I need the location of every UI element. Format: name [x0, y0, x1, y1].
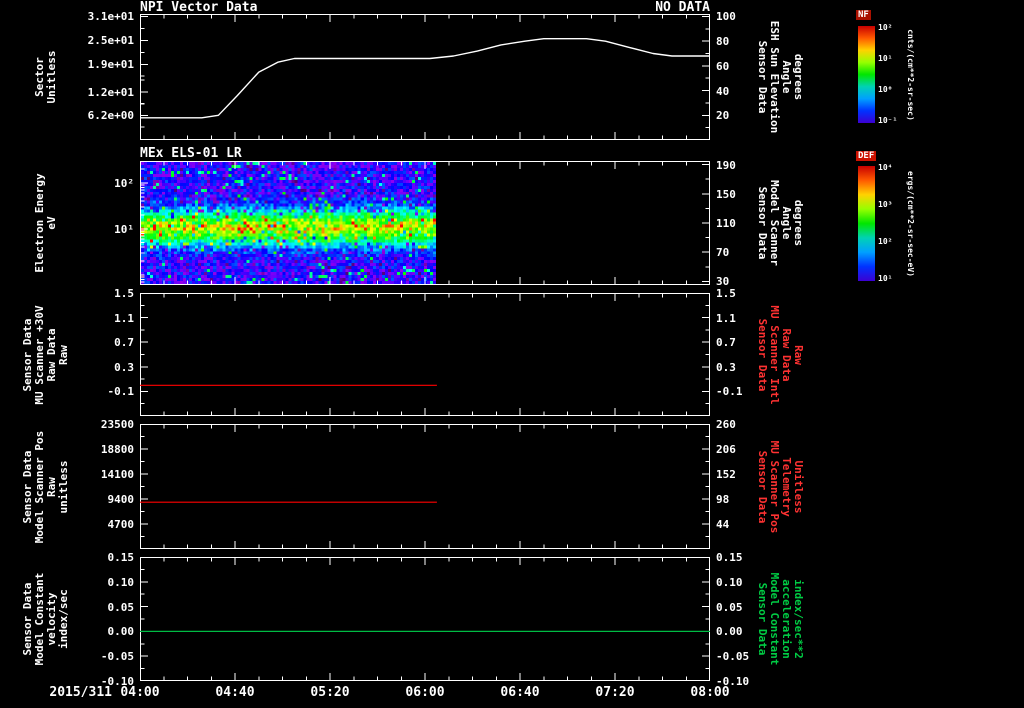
- y-tick-label-right: 0.00: [716, 625, 743, 639]
- left-axis-label-mu-scanner-30v-text: Sensor Data MU Scanner +30V Raw Data Raw: [21, 304, 70, 405]
- left-axis-label-model-scanner-pos-text: Sensor Data Model Scanner Pos Raw unitle…: [21, 430, 70, 543]
- panel-border: [140, 557, 710, 681]
- electron-energy-spectrogram: [141, 162, 436, 284]
- y-tick-label-right: 0.3: [716, 360, 736, 374]
- panel-border: [140, 424, 710, 549]
- colorbar-title-nf: NF: [856, 10, 871, 20]
- y-tick-label-left: 0.7: [114, 336, 134, 350]
- y-tick-label-right: 60: [716, 59, 730, 73]
- x-tick-label: 06:00: [405, 685, 445, 700]
- y-tick-label-left: 14100: [100, 468, 134, 481]
- panel-title-mex-els-01-lr: MEx ELS-01 LR: [140, 146, 242, 161]
- right-axis-label-model-constant-velocity-text: index/sec**2 acceleration Model Constant…: [756, 572, 805, 666]
- y-tick-label-left: 10²: [114, 176, 134, 190]
- y-tick-label-left: 10¹: [114, 222, 134, 236]
- y-tick-label-right: 152: [716, 468, 736, 481]
- right-axis-label-mex-els-01-lr-text: degrees Angle Model Scanner Sensor Data: [756, 179, 805, 267]
- y-tick-label-right: 80: [716, 35, 730, 49]
- colorbar-tick-label: 10²: [878, 236, 893, 246]
- panel-model-constant-velocity-plot-area: [140, 557, 710, 681]
- left-axis-label-npi-vector-data-text: Sector Unitless: [33, 50, 58, 104]
- y-tick-label-left: 1.9e+01: [87, 58, 134, 72]
- y-tick-label-left: -0.05: [100, 650, 134, 664]
- panel-model-scanner-pos-plot-area: [140, 424, 710, 549]
- x-tick-label: 05:20: [310, 685, 350, 700]
- y-tick-label-right: -0.1: [716, 385, 743, 399]
- y-tick-label-left: 23500: [100, 418, 134, 431]
- y-tick-label-right: 20: [716, 109, 730, 123]
- y-tick-label-right: 150: [716, 187, 736, 201]
- series-esh-sun-elevation-angle: [140, 38, 710, 119]
- right-axis-label-model-scanner-pos-text: Unitless Telemetry MU Scanner Pos Sensor…: [756, 440, 805, 533]
- colorbar-unit-nf-text: cnts/(cm**2-sr-sec): [906, 28, 915, 121]
- panel-mu-scanner-30v-plot-area: [140, 293, 710, 416]
- colorbar-tick-label: 10¹: [878, 273, 893, 283]
- y-tick-label-right: 1.5: [716, 287, 736, 300]
- x-tick-label: 07:20: [595, 685, 635, 700]
- colorbar-tick-label: 10⁻¹: [878, 116, 898, 126]
- panel-border: [140, 14, 710, 140]
- y-tick-label-right: 0.10: [716, 575, 743, 589]
- colorbar-unit-def-text: ergs/(cm**2-sr-sec-eV): [906, 170, 915, 277]
- y-tick-label-left: 0.00: [107, 625, 135, 639]
- y-tick-label-right: -0.05: [716, 650, 750, 664]
- x-tick-label: 08:00: [690, 685, 730, 700]
- y-tick-label-left: 0.3: [114, 360, 134, 374]
- x-axis-date-label: 2015/311: [49, 685, 112, 700]
- y-tick-label-right: 40: [716, 84, 730, 98]
- colorbar-tick-label: 10²: [878, 22, 893, 32]
- y-tick-label-left: -0.1: [107, 385, 135, 399]
- panel-title-npi-vector-data: NPI Vector Data: [140, 0, 258, 15]
- y-tick-label-right: 0.15: [716, 551, 743, 564]
- y-tick-label-left: -0.10: [100, 675, 134, 688]
- colorbar-nf: [858, 26, 875, 123]
- y-tick-label-right: 30: [716, 275, 730, 289]
- colorbar-def: [858, 166, 875, 281]
- y-tick-label-right: 0.7: [716, 336, 736, 350]
- y-tick-label-right: 206: [716, 443, 736, 456]
- y-tick-label-left: 9400: [107, 493, 135, 506]
- y-tick-label-left: 3.1e+01: [87, 10, 134, 24]
- panel-border: [140, 293, 710, 416]
- left-axis-label-mex-els-01-lr-text: Electron Energy eV: [33, 173, 58, 273]
- y-tick-label-left: 0.10: [107, 575, 135, 589]
- y-tick-label-left: 0.05: [107, 600, 135, 614]
- panel-npi-vector-data-plot-area: [140, 14, 710, 140]
- x-tick-label: 04:40: [215, 685, 255, 700]
- y-tick-label-right: 44: [716, 518, 730, 531]
- colorbar-tick-label: 10¹: [878, 53, 893, 63]
- y-tick-label-right: 260: [716, 418, 736, 431]
- y-tick-label-right: 1.1: [716, 311, 736, 325]
- y-tick-label-right: -0.10: [716, 675, 750, 688]
- y-tick-label-right: 110: [716, 217, 736, 230]
- x-tick-label: 06:40: [500, 685, 540, 700]
- right-axis-label-mu-scanner-30v-text: Raw Raw Data MU Scanner Intl Sensor Data: [756, 304, 805, 405]
- y-tick-label-right: 0.05: [716, 600, 743, 614]
- left-axis-label-model-constant-velocity-text: Sensor Data Model Constant velocity inde…: [21, 572, 70, 666]
- y-tick-label-right: 190: [716, 158, 736, 172]
- x-tick-label: 04:00: [120, 685, 160, 700]
- colorbar-tick-label: 10³: [878, 200, 893, 210]
- y-tick-label-left: 1.2e+01: [87, 86, 134, 100]
- y-tick-label-right: 98: [716, 493, 730, 506]
- panel-border: [140, 161, 710, 285]
- y-tick-label-right: 70: [716, 246, 730, 260]
- right-axis-label-npi-vector-data-text: degrees Angle ESH Sun Elevation Sensor D…: [756, 20, 805, 134]
- y-tick-label-left: 4700: [107, 518, 135, 531]
- y-tick-label-left: 18800: [100, 443, 134, 456]
- y-tick-label-left: 1.1: [114, 311, 134, 325]
- y-tick-label-right: 100: [716, 10, 736, 24]
- y-tick-label-left: 1.5: [114, 287, 134, 300]
- no-data-annotation: NO DATA: [655, 0, 710, 15]
- panel-mex-els-01-lr-plot-area: [140, 161, 710, 285]
- colorbar-tick-label: 10⁴: [878, 163, 893, 173]
- y-tick-label-left: 2.5e+01: [87, 34, 134, 48]
- y-tick-label-left: 6.2e+00: [87, 109, 134, 123]
- y-tick-label-left: 0.15: [107, 551, 135, 564]
- colorbar-tick-label: 10⁰: [878, 85, 893, 95]
- colorbar-title-def: DEF: [856, 151, 877, 161]
